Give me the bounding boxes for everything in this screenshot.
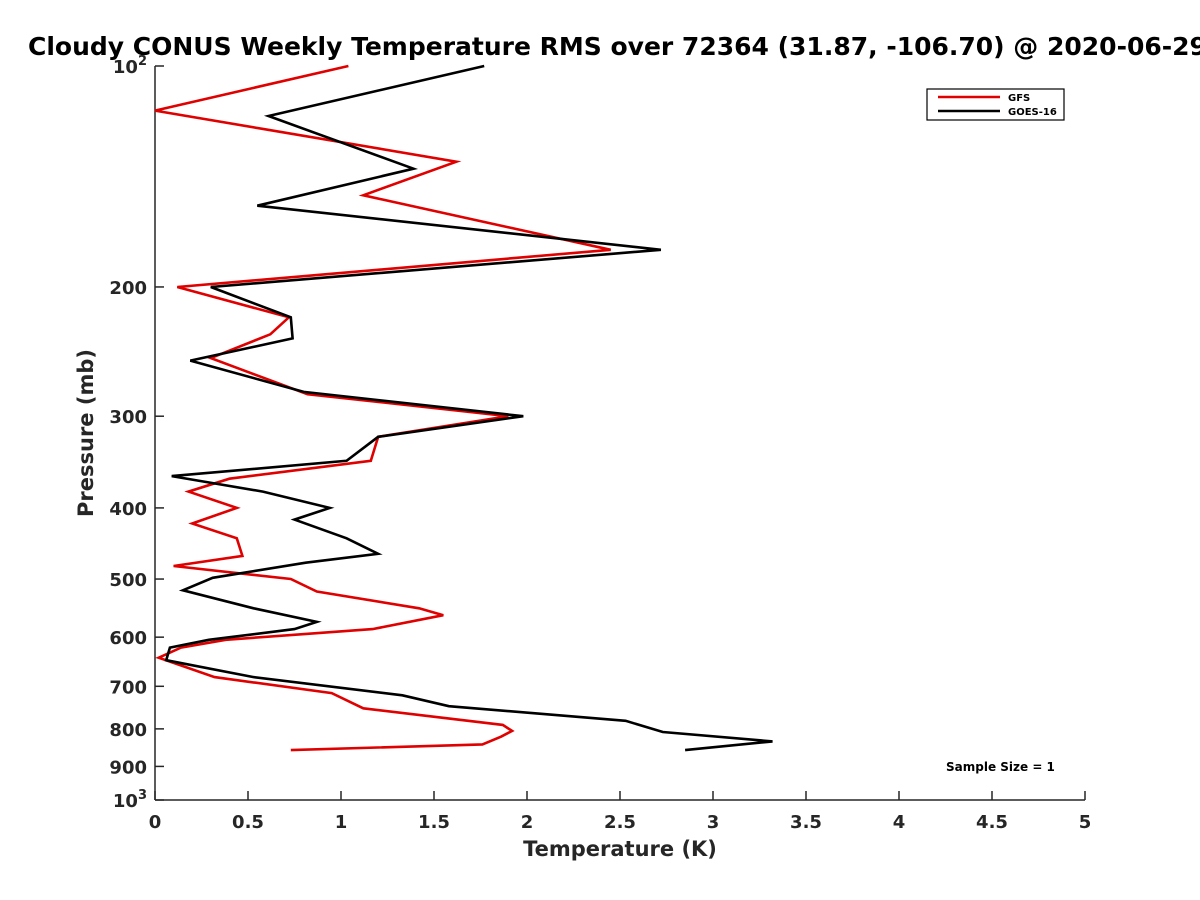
series-layer bbox=[154, 64, 773, 752]
y-tick-label: 500 bbox=[109, 570, 147, 591]
y-tick-label: 300 bbox=[109, 407, 147, 428]
sample-size-annotation: Sample Size = 1 bbox=[946, 760, 1055, 774]
x-tick-label: 0 bbox=[149, 812, 162, 833]
legend: GFS GOES-16 bbox=[926, 88, 1065, 121]
x-tick-label: 0.5 bbox=[232, 812, 264, 833]
y-tick-label: 800 bbox=[109, 720, 147, 741]
y-tick-label: 700 bbox=[109, 677, 147, 698]
x-tick-label: 2.5 bbox=[604, 812, 636, 833]
y-tick-label: 400 bbox=[109, 499, 147, 520]
x-tick-label: 5 bbox=[1079, 812, 1092, 833]
legend-box bbox=[926, 88, 1065, 121]
x-tick-label: 4 bbox=[893, 812, 906, 833]
plot-area bbox=[154, 66, 1085, 801]
y-tick-label: 200 bbox=[109, 278, 147, 299]
series-line-gfs bbox=[154, 64, 611, 752]
y-axis-label: Pressure (mb) bbox=[74, 349, 98, 517]
x-tick-label: 1 bbox=[335, 812, 348, 833]
x-tick-label: 3 bbox=[707, 812, 720, 833]
x-tick-label: 4.5 bbox=[976, 812, 1008, 833]
chart-title: Cloudy CONUS Weekly Temperature RMS over… bbox=[28, 32, 1200, 61]
x-tick-label: 1.5 bbox=[418, 812, 450, 833]
x-tick-label: 2 bbox=[521, 812, 534, 833]
x-axis-label: Temperature (K) bbox=[523, 837, 717, 861]
y-tick-label: 103 bbox=[113, 788, 147, 812]
y-tick-label: 900 bbox=[109, 757, 147, 778]
y-tick-label: 600 bbox=[109, 628, 147, 649]
legend-label-goes16: GOES-16 bbox=[1008, 107, 1057, 118]
y-tick-label: 102 bbox=[113, 54, 147, 78]
x-tick-label: 3.5 bbox=[790, 812, 822, 833]
x-ticks: 0 0.5 1 1.5 2 2.5 3 3.5 4 4.5 5 bbox=[149, 791, 1092, 833]
series-line-goes16 bbox=[164, 64, 773, 752]
y-ticks: 102 200 300 400 500 600 700 800 900 103 bbox=[109, 54, 164, 812]
legend-label-gfs: GFS bbox=[1008, 93, 1030, 104]
